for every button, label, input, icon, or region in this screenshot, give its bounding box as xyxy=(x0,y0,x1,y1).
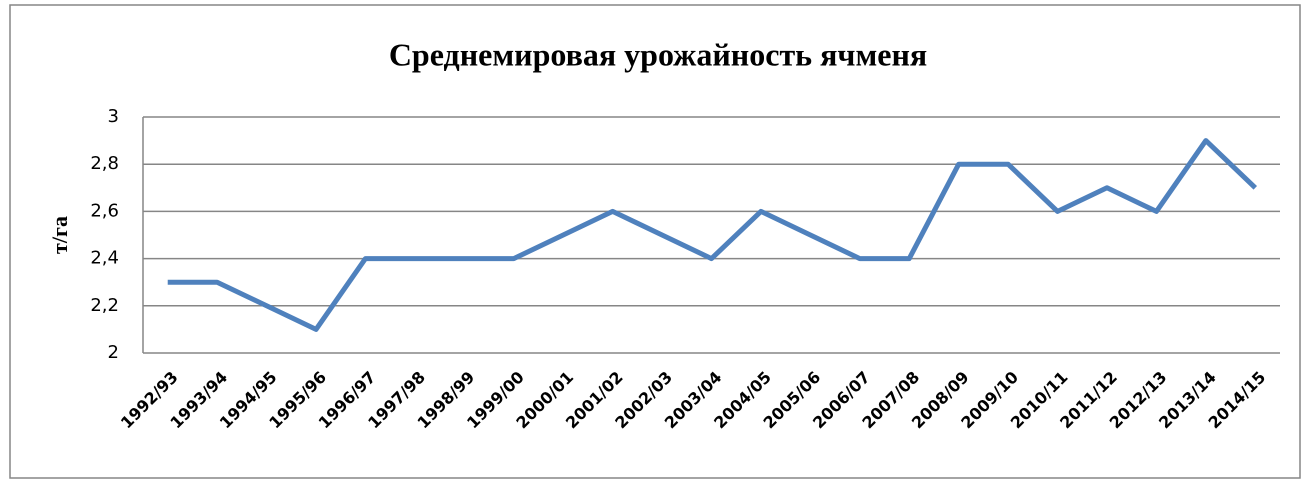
y-tick-label: 2,8 xyxy=(90,153,119,174)
y-tick-label: 2,6 xyxy=(90,200,119,221)
chart-frame xyxy=(9,4,1301,479)
y-tick-label: 3 xyxy=(108,106,119,127)
y-tick-label: 2,4 xyxy=(90,248,119,269)
y-tick-label: 2,2 xyxy=(90,295,119,316)
chart-title: Среднемировая урожайность ячменя xyxy=(389,36,927,72)
y-axis-label: т/га xyxy=(47,216,72,254)
data-line xyxy=(167,138,1258,332)
y-tick-label: 2 xyxy=(108,342,119,363)
